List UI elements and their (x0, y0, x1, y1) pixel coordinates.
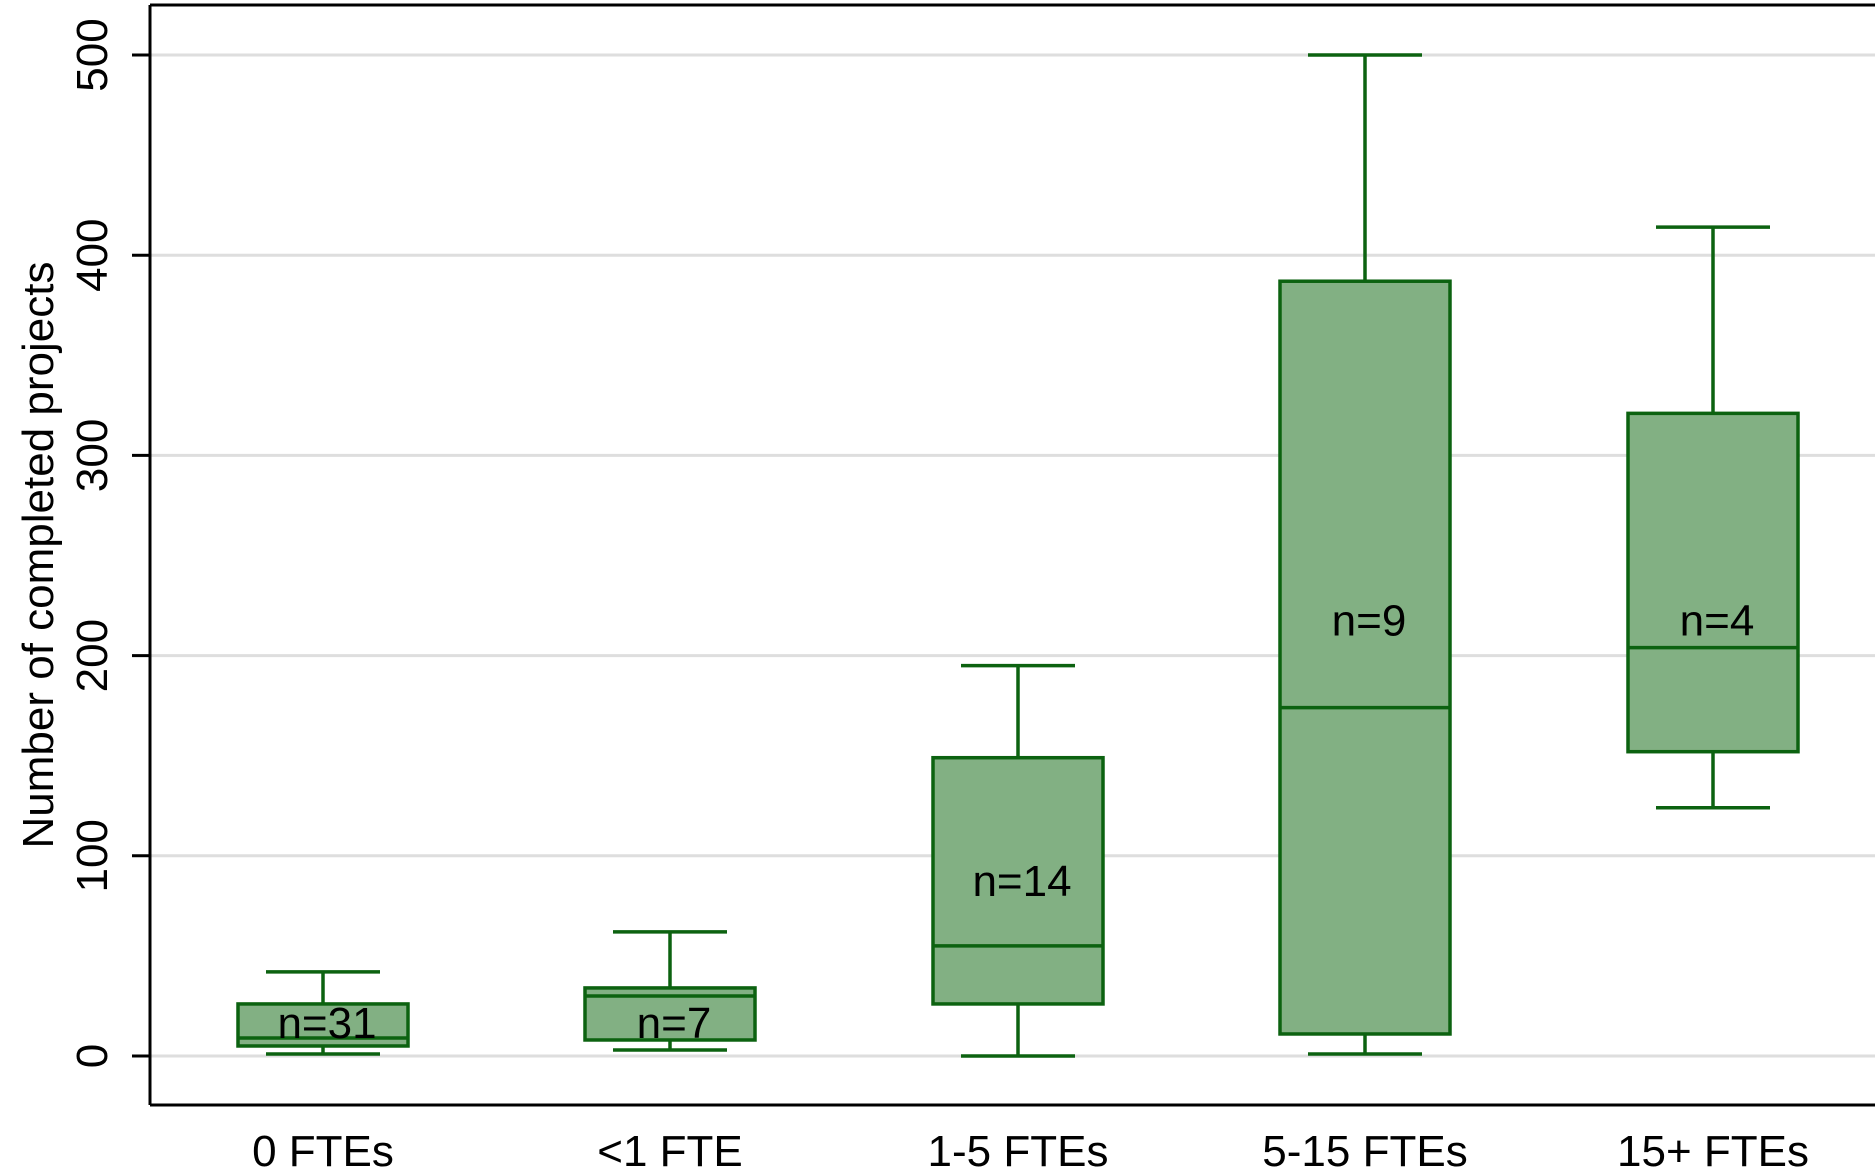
axes (132, 3, 1875, 1107)
box-3-iqr-rect (931, 755, 1105, 1006)
gridlines (150, 53, 1875, 1058)
y-tick-label-200: 200 (68, 619, 117, 692)
y-tick-label-100: 100 (68, 819, 117, 892)
x-tick-label-1: 0 FTEs (252, 1127, 394, 1172)
box-5-iqr-rect (1626, 411, 1800, 754)
box-4: n=9 (1278, 53, 1452, 1056)
x-tick-label-2: <1 FTE (597, 1127, 743, 1172)
y-axis-title: Number of completed projects (14, 262, 63, 849)
y-tick-labels: 0 100 200 300 400 500 (68, 18, 117, 1068)
y-tick-label-300: 300 (68, 419, 117, 492)
x-tick-labels: 0 FTEs <1 FTE 1-5 FTEs 5-15 FTEs 15+ FTEs (252, 1127, 1809, 1172)
y-tick-label-0: 0 (68, 1044, 117, 1068)
box-1: n=31 (236, 970, 410, 1056)
x-tick-label-3: 1-5 FTEs (928, 1127, 1109, 1172)
box-5-n-label: n=4 (1680, 597, 1755, 646)
y-tick-label-400: 400 (68, 218, 117, 291)
box-2-n-label: n=7 (637, 999, 712, 1048)
box-4-iqr-rect (1278, 279, 1452, 1036)
x-tick-label-5: 15+ FTEs (1617, 1127, 1809, 1172)
box-1-n-label: n=31 (277, 999, 376, 1048)
y-tick-label-500: 500 (68, 18, 117, 91)
box-4-n-label: n=9 (1332, 597, 1407, 646)
box-3-n-label: n=14 (972, 857, 1071, 906)
box-series: n=31 n=7 n=14 n=9 n=4 (236, 53, 1800, 1058)
box-2: n=7 (583, 930, 757, 1052)
box-5: n=4 (1626, 225, 1800, 810)
box-3: n=14 (931, 663, 1105, 1058)
x-tick-label-4: 5-15 FTEs (1262, 1127, 1467, 1172)
